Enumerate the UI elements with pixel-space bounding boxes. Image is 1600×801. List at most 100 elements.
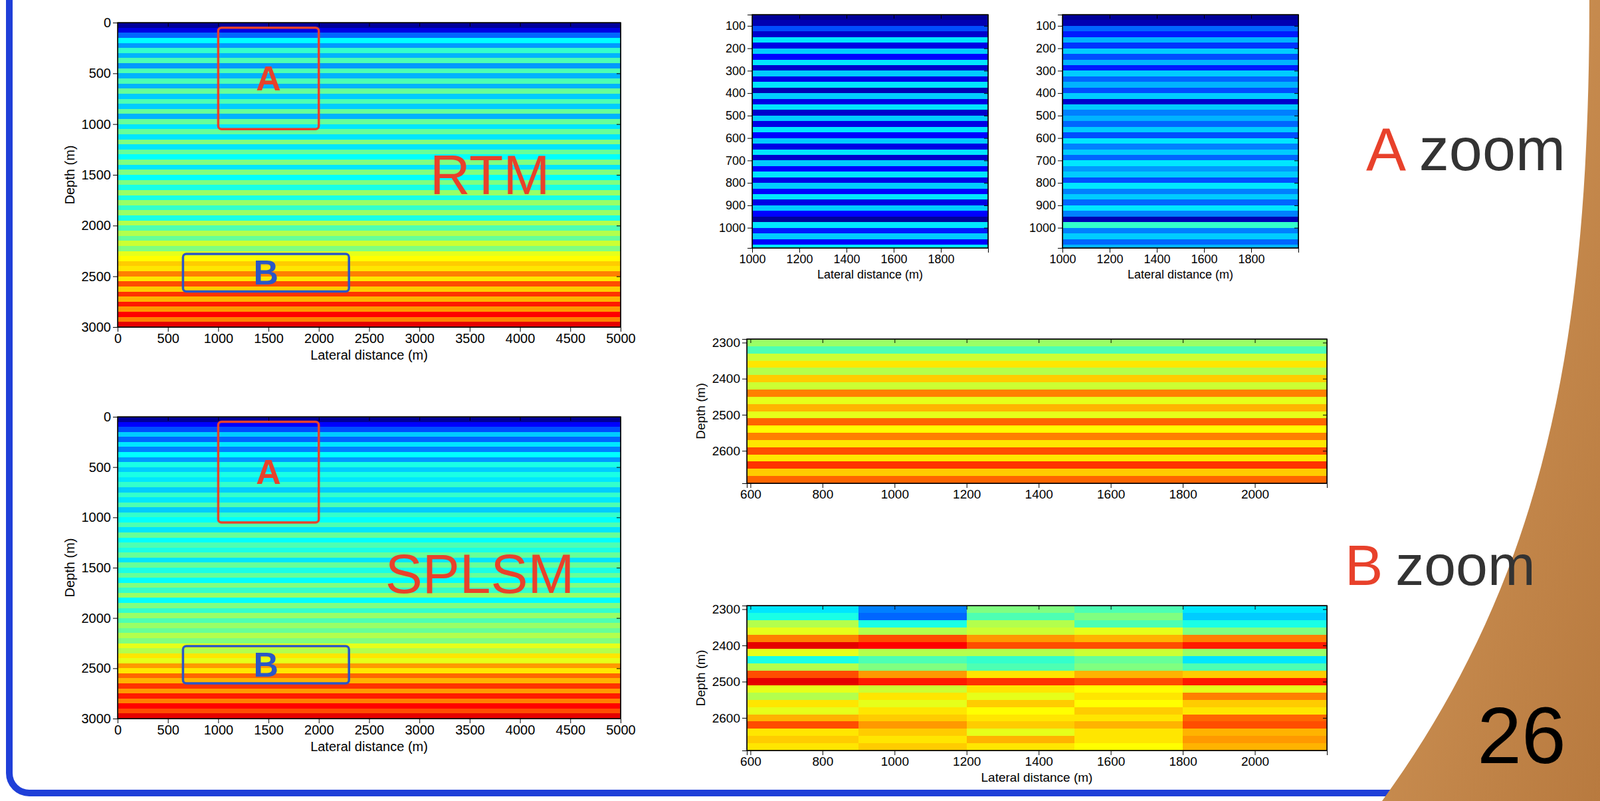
- cell: [117, 441, 621, 448]
- tick-label: 2000: [304, 722, 335, 737]
- tick-mark: [1110, 605, 1112, 610]
- cell: [746, 742, 860, 751]
- cell: [858, 677, 967, 686]
- tick-mark: [419, 22, 420, 27]
- tick: 1500: [81, 167, 119, 183]
- tick-mark: [1057, 160, 1063, 161]
- cell: [858, 720, 967, 729]
- tick-mark: [268, 416, 270, 421]
- tick-label: 0: [114, 330, 122, 346]
- tick-mark: [799, 14, 800, 19]
- axis-line: [616, 417, 622, 719]
- tick-mark: [318, 416, 320, 421]
- cell: [752, 149, 989, 156]
- cell: [752, 194, 989, 200]
- tick: 700: [1035, 154, 1063, 168]
- tick: 2000: [304, 326, 335, 346]
- cell: [746, 670, 860, 678]
- tick: [419, 22, 420, 27]
- tick: 1000: [881, 483, 909, 501]
- cell: [117, 673, 621, 679]
- tick-mark: [984, 160, 989, 161]
- y-axis-right: [1322, 339, 1328, 484]
- x-axis-top: [118, 22, 622, 27]
- tick: 1000: [718, 221, 753, 235]
- cell: [117, 57, 621, 64]
- tick: [616, 467, 621, 468]
- tick-mark: [112, 416, 118, 418]
- cell: [746, 612, 860, 620]
- tick-mark: [1038, 605, 1040, 610]
- tick: [520, 22, 521, 27]
- cell: [1062, 182, 1299, 189]
- tick: 800: [812, 750, 834, 769]
- tick: [469, 416, 471, 421]
- tick-label: 400: [1035, 86, 1056, 100]
- tick: [1203, 14, 1205, 19]
- tick: [984, 70, 989, 72]
- panel: 6008001000120014001600180020002300240025…: [693, 335, 1327, 501]
- cell: [1062, 120, 1299, 127]
- tick-mark: [1156, 14, 1158, 19]
- tick-mark: [742, 645, 747, 646]
- tick-mark: [1182, 605, 1184, 610]
- tick-mark: [1110, 338, 1112, 343]
- cell: [1062, 233, 1299, 240]
- cell: [1182, 699, 1327, 707]
- tick: 3000: [81, 319, 119, 335]
- tick-label: 3000: [81, 319, 112, 335]
- tick-label: 100: [725, 19, 746, 33]
- tick: 200: [1035, 41, 1063, 56]
- cell: [117, 698, 621, 704]
- y-axis-right: [1294, 15, 1300, 249]
- tick: 2400: [712, 371, 747, 386]
- tick-label: 800: [725, 176, 746, 190]
- cell: [117, 134, 621, 140]
- tick: 1600: [1097, 750, 1125, 769]
- tick: [369, 416, 371, 421]
- cell: [117, 113, 621, 119]
- cell: [858, 612, 967, 620]
- cell: [117, 240, 621, 246]
- cell: [1062, 205, 1299, 212]
- axis-line: [1294, 15, 1300, 249]
- panel: 6008001000120014001600180020002300240025…: [693, 601, 1327, 785]
- tick: [1294, 115, 1299, 117]
- slide: AB05001000150020002500300035004000450050…: [0, 0, 1600, 801]
- tick: 600: [740, 750, 762, 769]
- axis-line: [112, 417, 119, 719]
- tick: 4500: [556, 718, 587, 737]
- cell: [1062, 210, 1299, 217]
- tick: 5000: [605, 718, 636, 737]
- tick: [616, 276, 621, 278]
- cell: [117, 492, 621, 498]
- cell: [746, 714, 860, 722]
- cell: [1062, 132, 1299, 139]
- x-axis: 0500100015002000250030003500400045005000: [114, 718, 636, 737]
- tick-label: 500: [157, 722, 180, 737]
- image: [117, 416, 621, 719]
- cell: [117, 255, 621, 262]
- tick-mark: [616, 516, 621, 518]
- tick-label: 1000: [203, 330, 234, 346]
- tick-mark: [1203, 14, 1205, 19]
- x-axis-title: Lateral distance (m): [310, 347, 428, 363]
- cell: [117, 607, 621, 614]
- cell: [966, 677, 1076, 686]
- tick-mark: [742, 717, 747, 719]
- tick: 500: [157, 326, 180, 346]
- cell: [1074, 728, 1183, 736]
- tick-label: 2300: [712, 335, 741, 350]
- cell: [117, 32, 621, 38]
- slide-decoration: [1382, 0, 1600, 801]
- cell: [752, 143, 989, 150]
- tick-mark: [966, 605, 968, 610]
- tick: 0: [114, 718, 122, 737]
- tick-mark: [893, 14, 895, 19]
- tick: [940, 14, 942, 19]
- tick-mark: [112, 467, 118, 468]
- tick-mark: [1109, 14, 1111, 19]
- tick-label: 100: [1035, 19, 1056, 33]
- tick: 800: [812, 483, 834, 501]
- tick: 2500: [354, 326, 385, 346]
